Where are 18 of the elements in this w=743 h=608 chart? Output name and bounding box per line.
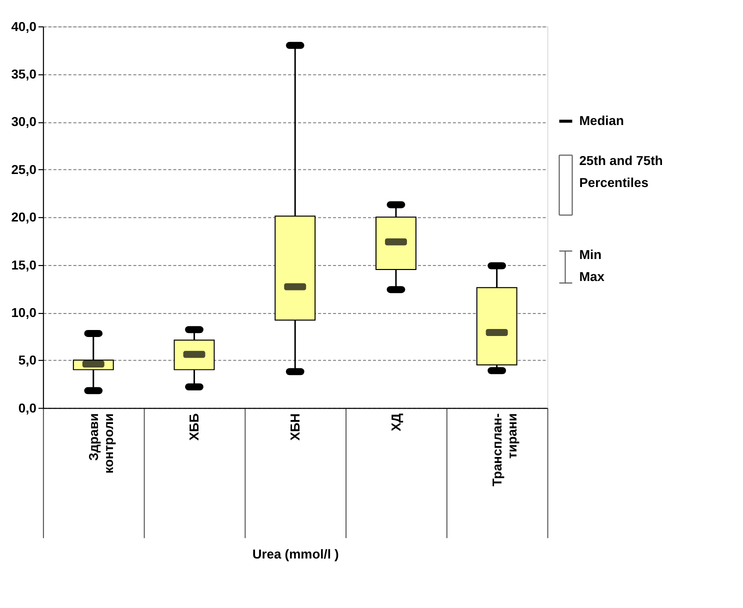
text: Min Max [579, 247, 606, 284]
y-tick-label: 30,0 [11, 114, 36, 130]
x-tick-label: ХБН [288, 413, 303, 441]
x-tick-label: ХД [388, 413, 404, 432]
y-tick-label: 35,0 [11, 66, 36, 82]
y-tick-label: 10,0 [11, 304, 36, 320]
y-tick-label: 20,0 [11, 210, 36, 225]
x-tick-label: ХББ [186, 413, 202, 441]
y-tick-label: 5,0 [18, 352, 36, 368]
text: 25th and 75th Percentiles [579, 153, 663, 190]
y-tick-label: 15,0 [11, 257, 36, 272]
text: Median [579, 113, 624, 128]
x-axis-title: Urea (mmol/l ) [252, 546, 339, 562]
x-tick-label: Здрави контроли [86, 413, 116, 474]
x-tick-label: Трансплан- тирани [489, 413, 520, 486]
y-tick-label: 0,0 [18, 400, 36, 416]
y-tick-label: 40,0 [11, 18, 36, 34]
y-tick-label: 25,0 [11, 162, 36, 177]
